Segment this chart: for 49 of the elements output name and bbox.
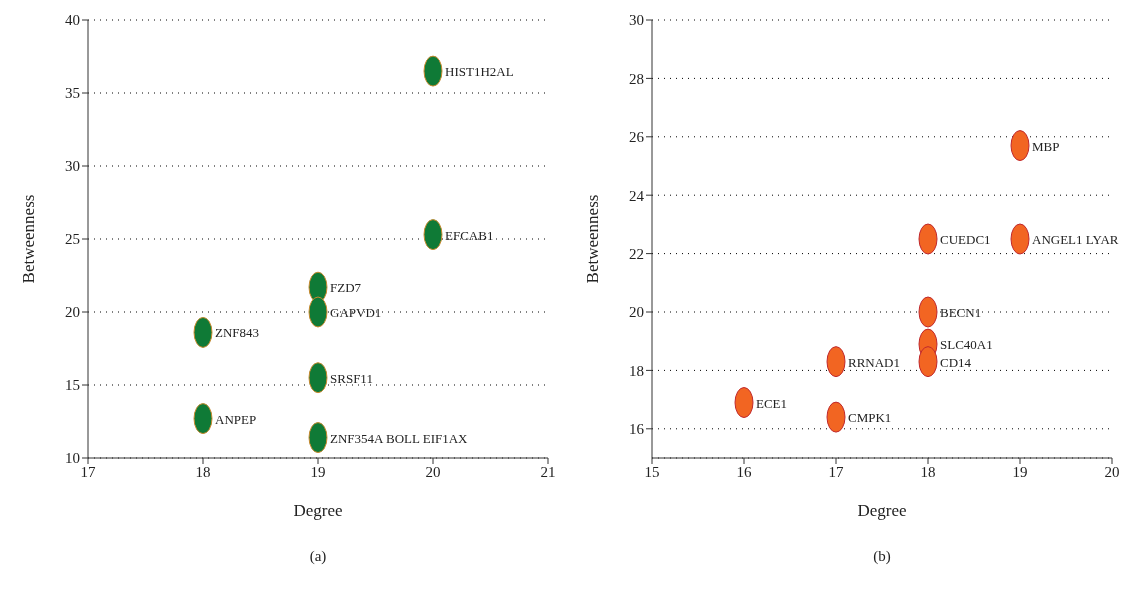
annotation: ZNF354A BOLL EIF1AX [330,430,469,446]
annotation: FZD7 [330,280,362,296]
text: (b) [872,548,892,565]
annotation: BECN1 [940,305,982,320]
annotation: ZNF843 [215,325,260,341]
x-tick-label: 20 [1104,463,1120,480]
y-tick-label: 30 [65,158,80,175]
y-tick-label: 15 [65,377,80,394]
x-axis-title: Degree [857,501,907,520]
y-tick-label: 16 [629,421,645,438]
y-tick-label: 25 [65,231,80,248]
y-axis-title: Betweenness [583,194,603,284]
x-tick-label: 17 [828,463,844,480]
y-tick-label: 26 [629,129,645,146]
x-tick-label: 16 [736,463,752,480]
y-tick-label: 20 [65,304,80,321]
y-tick-label: 35 [65,85,80,102]
x-axis-title: Degree [293,501,343,520]
x-tick-label: 19 [1012,463,1028,480]
y-tick-label: 10 [65,450,80,467]
y-tick-label: 28 [629,70,644,87]
annotation: ANPEP [215,411,257,427]
annotation: ECE1 [756,395,788,411]
annotation: MBP [1032,138,1060,154]
annotation: HIST1H2AL [445,64,514,80]
y-tick-label: 22 [629,245,644,262]
text: (a) [308,548,328,565]
annotation: RRNAD1 [848,354,901,370]
x-tick-label: 19 [310,463,326,480]
annotation: GAPVD1 [330,305,382,320]
x-tick-label: 21 [540,463,556,480]
annotation: EFCAB1 [445,227,494,243]
annotation: CUEDC1 [940,232,991,247]
y-tick-label: 30 [629,12,644,29]
x-tick-label: 18 [195,463,211,480]
y-axis-title: Betweenness [19,194,39,284]
x-tick-label: 15 [644,463,660,480]
annotation: CD14 [940,354,972,370]
x-tick-label: 20 [425,463,441,480]
y-tick-label: 20 [629,304,644,321]
y-tick-label: 40 [65,12,80,29]
y-tick-label: 18 [629,362,644,379]
x-tick-label: 17 [80,463,96,480]
annotation: SLC40A1 [940,337,993,353]
annotation: CMPK1 [848,410,892,426]
annotation: SRSF11 [330,370,373,386]
annotation: ANGEL1 LYAR [1032,232,1119,247]
x-tick-label: 18 [920,463,936,480]
y-tick-label: 24 [629,187,645,204]
